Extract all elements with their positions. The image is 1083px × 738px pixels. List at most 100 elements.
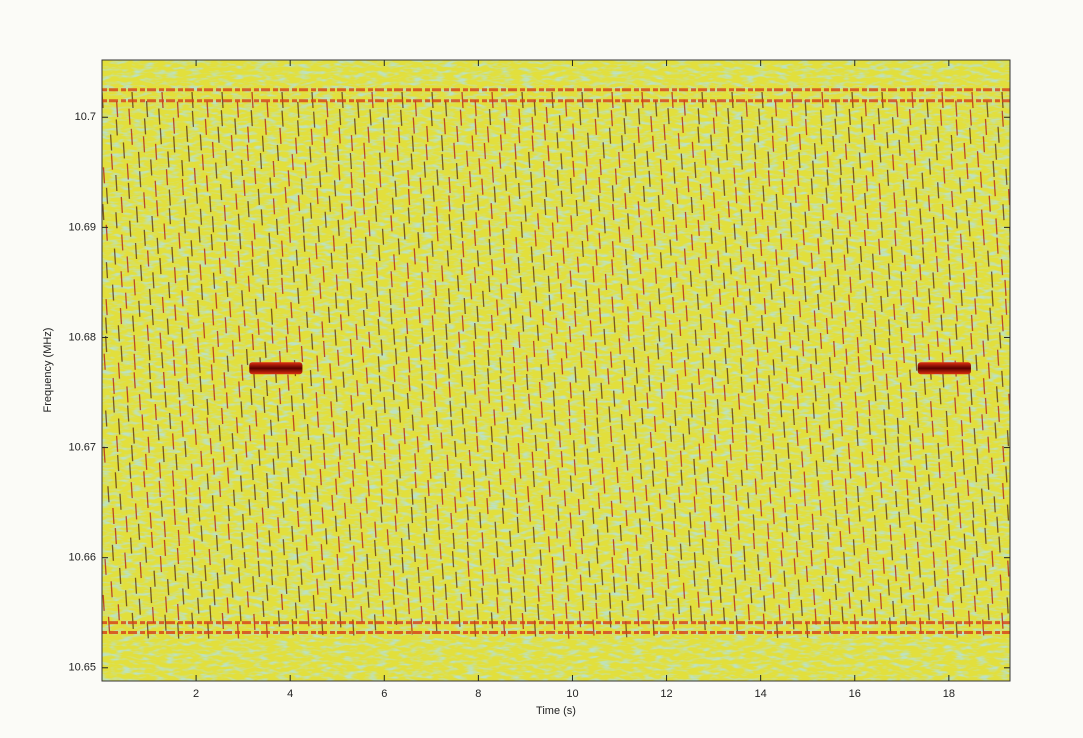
streak [116, 455, 120, 472]
streak [102, 204, 105, 221]
streak [163, 521, 166, 538]
streak [257, 188, 260, 205]
streak [171, 470, 175, 487]
streak [952, 600, 955, 617]
streak [148, 344, 151, 361]
streak [739, 320, 742, 337]
streak [334, 515, 338, 532]
streak [259, 153, 263, 170]
streak [915, 280, 918, 297]
streak [117, 362, 121, 379]
streak [522, 576, 525, 593]
streak [298, 325, 301, 342]
streak [928, 474, 931, 491]
streak [105, 262, 109, 279]
streak [109, 134, 113, 151]
streak [165, 596, 168, 613]
streak [323, 452, 326, 469]
streak [529, 413, 533, 430]
streak [352, 563, 355, 580]
streak [596, 529, 600, 546]
streak [420, 401, 423, 418]
streak [747, 176, 751, 193]
streak [526, 355, 529, 372]
streak [795, 541, 799, 558]
streak [423, 533, 426, 550]
streak [921, 321, 924, 338]
streak [316, 355, 319, 372]
streak [453, 142, 456, 159]
streak [837, 269, 840, 286]
streak [547, 145, 550, 162]
streak [831, 228, 834, 245]
streak [403, 428, 406, 445]
streak [685, 305, 688, 322]
streak [783, 496, 786, 513]
streak [972, 241, 975, 258]
streak [449, 400, 452, 417]
streak [838, 381, 842, 398]
streak [397, 238, 401, 255]
streak [212, 384, 216, 401]
streak [854, 205, 857, 222]
streak [211, 141, 215, 158]
streak [255, 410, 258, 427]
streak [291, 154, 294, 171]
streak [648, 170, 651, 187]
streak [659, 252, 663, 269]
streak [626, 584, 629, 601]
streak [286, 560, 289, 577]
streak [733, 223, 736, 240]
streak [717, 213, 721, 230]
streak [814, 385, 817, 402]
streak [337, 349, 340, 366]
streak [221, 91, 224, 109]
streak [856, 429, 859, 446]
streak [521, 612, 525, 630]
streak [697, 108, 700, 125]
streak [968, 220, 971, 237]
streak [158, 480, 161, 497]
streak [676, 374, 679, 391]
streak [305, 311, 309, 328]
streak [266, 492, 270, 509]
streak [481, 569, 485, 586]
streak [405, 336, 408, 353]
streak [1019, 289, 1020, 305]
streak [297, 510, 300, 527]
streak [334, 292, 338, 309]
streak [447, 362, 450, 379]
streak [946, 578, 949, 595]
streak [905, 553, 908, 570]
streak [582, 520, 585, 537]
streak [367, 591, 370, 608]
streak [820, 109, 823, 126]
streak [308, 499, 312, 516]
streak [351, 581, 354, 598]
streak [466, 150, 469, 167]
streak [667, 108, 670, 125]
streak [651, 525, 654, 543]
streak [208, 549, 211, 566]
streak [898, 455, 901, 472]
streak [788, 257, 791, 274]
axes: 2 4 6 8 10 12 14 16 1810.6510.6610.6710.6810.691… [68, 60, 1010, 700]
streak [633, 496, 637, 513]
streak [993, 180, 996, 197]
streak [623, 118, 626, 135]
streak [362, 198, 366, 215]
streak [478, 158, 481, 175]
streak [237, 250, 240, 267]
streak [848, 294, 851, 311]
streak [532, 266, 535, 283]
streak [245, 349, 249, 366]
streak [873, 328, 876, 346]
streak [562, 247, 565, 264]
streak [111, 544, 115, 561]
streak [920, 134, 923, 151]
streak [432, 594, 435, 611]
streak [521, 426, 524, 443]
streak [231, 340, 235, 357]
streak [206, 417, 209, 434]
streak [138, 300, 141, 317]
